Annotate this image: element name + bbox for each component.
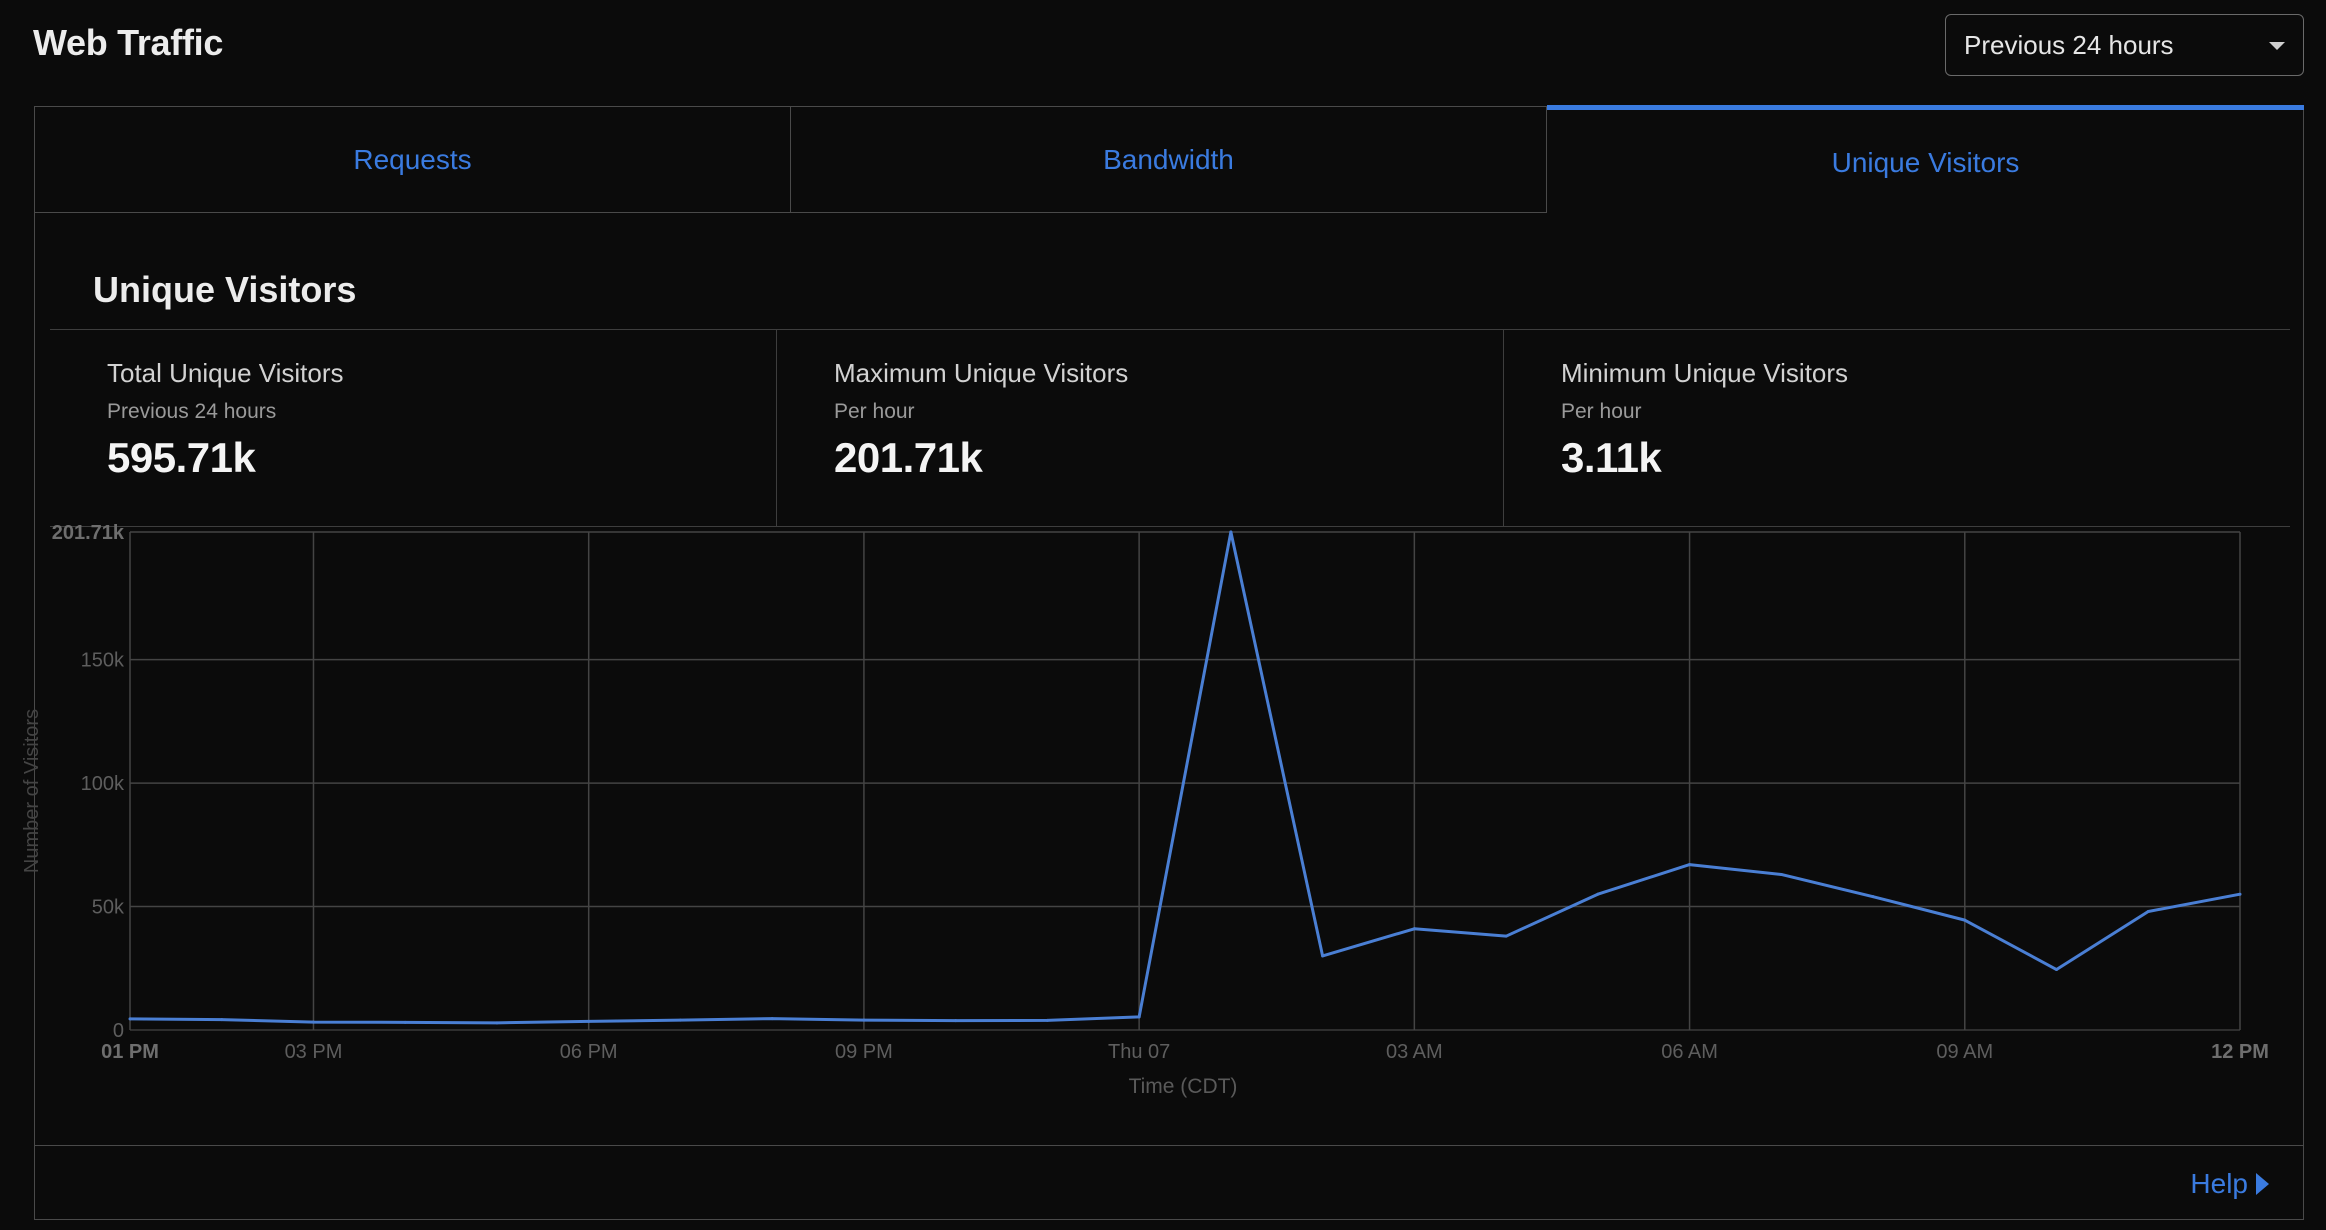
tab-label: Unique Visitors xyxy=(1831,147,2020,178)
chevron-down-icon xyxy=(2269,42,2285,50)
y-tick-label: 150k xyxy=(81,650,125,672)
stat-sublabel: Per hour xyxy=(1561,400,1642,423)
stat-label: Minimum Unique Visitors xyxy=(1561,358,1849,388)
data-point xyxy=(1596,892,1600,896)
data-point xyxy=(770,1017,774,1021)
y-tick-label: 201.71k xyxy=(52,522,125,544)
data-point xyxy=(678,1018,682,1022)
stat-maximum-visitors: Maximum Unique Visitors Per hour 201.71k xyxy=(777,330,1504,526)
time-range-select[interactable]: Previous 24 hours xyxy=(1945,14,2304,76)
y-tick-label: 0 xyxy=(113,1020,124,1042)
data-point xyxy=(2146,909,2150,913)
tab-label: Requests xyxy=(353,143,472,175)
data-point xyxy=(1504,934,1508,938)
data-point xyxy=(1137,1015,1141,1019)
data-point xyxy=(311,1020,315,1024)
x-tick-label: 01 PM xyxy=(101,1041,159,1063)
stat-label: Maximum Unique Visitors xyxy=(834,358,1129,388)
stat-sublabel: Previous 24 hours xyxy=(107,400,277,423)
data-point xyxy=(954,1019,958,1023)
stat-total-visitors: Total Unique Visitors Previous 24 hours … xyxy=(50,330,777,526)
data-point xyxy=(1045,1018,1049,1022)
stat-sublabel: Per hour xyxy=(834,400,915,423)
data-point xyxy=(403,1020,407,1024)
y-tick-label: 50k xyxy=(92,897,125,919)
data-point xyxy=(495,1021,499,1025)
data-point xyxy=(1321,954,1325,958)
help-label: Help xyxy=(2190,1168,2248,1199)
page-title: Web Traffic xyxy=(33,22,224,63)
traffic-panel: Requests Bandwidth Unique Visitors Uniqu… xyxy=(34,105,2304,1220)
series-line xyxy=(129,530,2241,1025)
y-axis-title: Number of Visitors xyxy=(21,709,43,873)
help-link[interactable]: Help xyxy=(2190,1168,2269,1200)
data-point xyxy=(1779,872,1783,876)
data-point xyxy=(1229,530,1233,534)
y-tick-label: 100k xyxy=(81,773,125,795)
x-tick-label: 06 PM xyxy=(560,1041,618,1063)
caret-right-icon xyxy=(2256,1173,2269,1195)
stat-value: 595.71k xyxy=(107,434,256,481)
x-tick-label: 03 AM xyxy=(1386,1041,1443,1063)
x-axis-title: Time (CDT) xyxy=(1129,1075,1238,1098)
data-point xyxy=(862,1018,866,1022)
x-tick-label: 09 PM xyxy=(835,1041,893,1063)
data-point xyxy=(2238,892,2242,896)
x-tick-label: Thu 07 xyxy=(1108,1041,1170,1063)
panel-footer: Help xyxy=(35,1145,2303,1219)
section-title: Unique Visitors xyxy=(93,269,357,310)
data-point xyxy=(1963,918,1967,922)
stat-minimum-visitors: Minimum Unique Visitors Per hour 3.11k xyxy=(1504,330,2290,526)
data-point xyxy=(128,1017,132,1021)
data-point xyxy=(1871,895,1875,899)
x-tick-label: 03 PM xyxy=(285,1041,343,1063)
data-point xyxy=(2055,968,2059,972)
tab-bandwidth[interactable]: Bandwidth xyxy=(791,107,1547,213)
x-tick-label: 06 AM xyxy=(1661,1041,1718,1063)
stats-row: Total Unique Visitors Previous 24 hours … xyxy=(50,329,2290,527)
tab-requests[interactable]: Requests xyxy=(35,107,791,213)
active-tab-indicator xyxy=(1547,105,2304,110)
data-point xyxy=(587,1019,591,1023)
tab-label: Bandwidth xyxy=(1103,143,1234,175)
stat-label: Total Unique Visitors xyxy=(107,358,344,388)
data-point xyxy=(220,1018,224,1022)
time-range-value: Previous 24 hours xyxy=(1964,29,2174,60)
x-tick-label: 12 PM xyxy=(2211,1041,2269,1063)
stat-value: 3.11k xyxy=(1561,434,1662,481)
data-point xyxy=(1688,863,1692,867)
data-point xyxy=(1412,927,1416,931)
tab-unique-visitors[interactable]: Unique Visitors xyxy=(1547,105,2304,213)
tab-bar: Requests Bandwidth Unique Visitors xyxy=(35,105,2304,213)
x-tick-label: 09 AM xyxy=(1936,1041,1993,1063)
stat-value: 201.71k xyxy=(834,434,983,481)
